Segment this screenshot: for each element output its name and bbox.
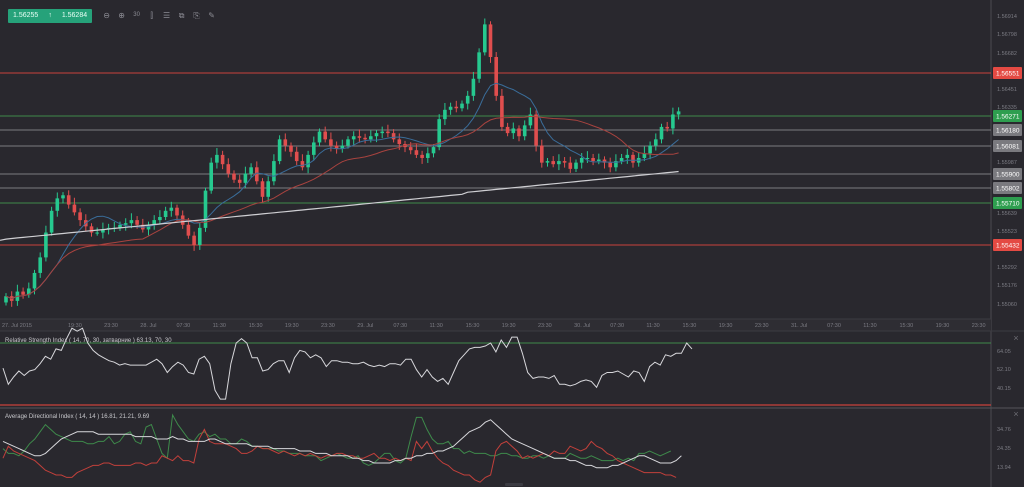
close-adx-icon[interactable]: × [1013, 409, 1019, 419]
svg-text:1.55987: 1.55987 [997, 160, 1017, 166]
svg-text:15:30: 15:30 [899, 323, 913, 329]
svg-text:07:30: 07:30 [610, 323, 624, 329]
close-rsi-icon[interactable]: × [1013, 333, 1019, 343]
svg-text:23:30: 23:30 [321, 323, 335, 329]
scrollbar-handle [505, 483, 523, 486]
svg-text:40.15: 40.15 [997, 386, 1011, 392]
svg-text:1.56798: 1.56798 [997, 32, 1017, 38]
chart-toolbar: 1.56255 ↑ 1.56284 ⊖ ⊕ 30 ⫿ ☰ ⧉ ⎘ ✎ [8, 8, 216, 23]
svg-text:11:30: 11:30 [430, 323, 443, 329]
svg-text:1.55710: 1.55710 [996, 201, 1020, 208]
svg-text:1.55523: 1.55523 [997, 229, 1017, 235]
svg-text:24.35: 24.35 [997, 446, 1011, 452]
svg-text:15:30: 15:30 [683, 323, 697, 329]
timeframe-icon[interactable]: 30 [133, 12, 140, 18]
candle-type-icon[interactable]: ⫿ [150, 11, 153, 20]
svg-text:15:30: 15:30 [249, 323, 263, 329]
svg-text:23:30: 23:30 [104, 323, 118, 329]
svg-text:19:30: 19:30 [936, 323, 950, 329]
svg-text:Average Directional Index ( 14: Average Directional Index ( 14, 14 ) 16.… [5, 414, 150, 420]
svg-text:11:30: 11:30 [863, 323, 876, 329]
svg-text:1.56451: 1.56451 [997, 87, 1017, 93]
svg-text:07:30: 07:30 [393, 323, 407, 329]
svg-text:11:30: 11:30 [213, 323, 226, 329]
ask-price: 1.56284 [61, 12, 88, 19]
svg-text:1.55432: 1.55432 [996, 243, 1020, 250]
svg-text:1.56914: 1.56914 [997, 14, 1017, 20]
svg-text:19:30: 19:30 [719, 323, 733, 329]
svg-text:1.56551: 1.56551 [996, 71, 1020, 78]
svg-text:Relative Strength Index ( 14,: Relative Strength Index ( 14, 70, 30, за… [5, 338, 172, 344]
svg-text:19:30: 19:30 [285, 323, 299, 329]
svg-text:23:30: 23:30 [538, 323, 552, 329]
svg-text:52.10: 52.10 [997, 367, 1011, 373]
svg-text:11:30: 11:30 [646, 323, 659, 329]
svg-text:29. Jul: 29. Jul [357, 323, 373, 329]
svg-text:07:30: 07:30 [827, 323, 841, 329]
svg-text:1.56335: 1.56335 [997, 105, 1017, 111]
svg-text:1.55639: 1.55639 [997, 211, 1017, 217]
bid-ask-badge[interactable]: 1.56255 ↑ 1.56284 [8, 8, 93, 23]
candles [4, 18, 681, 307]
svg-text:1.56081: 1.56081 [996, 144, 1020, 151]
bid-price: 1.56255 [13, 12, 39, 19]
arrow-up-icon: ↑ [48, 12, 52, 19]
drawing-icon[interactable]: ✎ [208, 11, 215, 20]
svg-text:1.55900: 1.55900 [996, 172, 1020, 179]
svg-text:28. Jul: 28. Jul [140, 323, 156, 329]
svg-text:1.55292: 1.55292 [997, 265, 1017, 271]
svg-text:19:30: 19:30 [502, 323, 516, 329]
svg-text:34.76: 34.76 [997, 427, 1011, 433]
indicators-icon[interactable]: ☰ [163, 11, 171, 20]
zoom-in-icon[interactable]: ⊕ [118, 11, 125, 20]
svg-text:1.56180: 1.56180 [996, 128, 1020, 135]
svg-text:1.55802: 1.55802 [996, 186, 1020, 193]
svg-text:1.55176: 1.55176 [997, 283, 1017, 289]
svg-text:31. Jul: 31. Jul [791, 323, 807, 329]
svg-text:07:30: 07:30 [176, 323, 190, 329]
svg-text:23:30: 23:30 [972, 323, 986, 329]
svg-text:23:30: 23:30 [755, 323, 769, 329]
svg-text:64.05: 64.05 [997, 349, 1011, 355]
svg-text:15:30: 15:30 [466, 323, 480, 329]
svg-text:30. Jul: 30. Jul [574, 323, 590, 329]
zoom-out-icon[interactable]: ⊖ [103, 11, 110, 20]
svg-text:19:30: 19:30 [68, 323, 82, 329]
svg-text:1.56271: 1.56271 [996, 114, 1020, 121]
compare-icon[interactable]: ⎘ [193, 11, 200, 20]
svg-text:27. Jul 2015: 27. Jul 2015 [2, 323, 32, 329]
svg-text:1.55060: 1.55060 [997, 302, 1017, 308]
svg-text:1.56682: 1.56682 [997, 51, 1017, 57]
template-icon[interactable]: ⧉ [178, 11, 185, 20]
svg-text:13.94: 13.94 [997, 465, 1011, 471]
